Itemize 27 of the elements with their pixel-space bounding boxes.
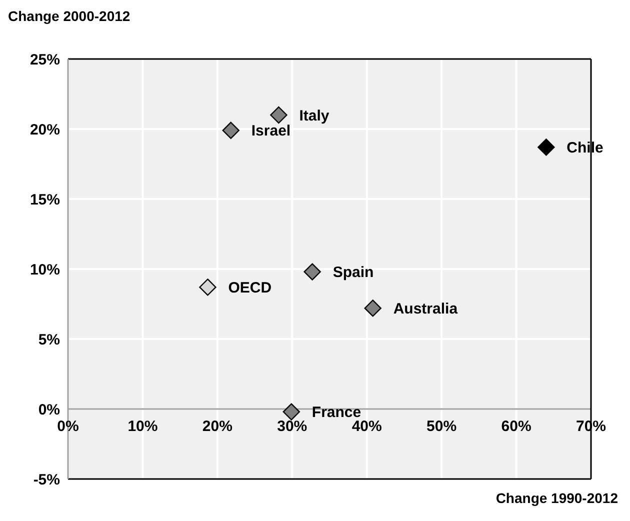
- x-tick-label: 0%: [57, 418, 79, 435]
- series-label: Israel: [251, 122, 291, 140]
- x-tick-label: 10%: [128, 418, 158, 435]
- series-label: OECD: [228, 280, 272, 297]
- y-tick-label: 15%: [30, 191, 60, 208]
- y-tick-label: -5%: [33, 471, 60, 488]
- y-tick-label: 0%: [38, 401, 60, 418]
- y-axis-title: Change 2000-2012: [8, 8, 130, 24]
- y-tick-label: 10%: [30, 261, 60, 278]
- y-tick-label: 5%: [38, 331, 60, 348]
- point: [270, 106, 288, 124]
- series-label: Australia: [393, 300, 458, 318]
- point: [364, 300, 382, 317]
- x-tick-label: 20%: [202, 418, 232, 435]
- point: [304, 263, 321, 280]
- point: [199, 278, 216, 296]
- y-tick-label: 20%: [30, 121, 60, 138]
- x-tick-label: 60%: [501, 418, 532, 435]
- y-tick-label: 25%: [30, 51, 60, 68]
- x-axis-title: Change 1990-2012: [496, 490, 618, 506]
- x-tick-label: 30%: [277, 418, 308, 435]
- point: [538, 138, 555, 156]
- point: [222, 122, 240, 139]
- series-label: Spain: [332, 264, 374, 282]
- x-tick-label: 50%: [426, 418, 457, 435]
- point: [282, 403, 300, 420]
- series-label: Italy: [299, 107, 330, 124]
